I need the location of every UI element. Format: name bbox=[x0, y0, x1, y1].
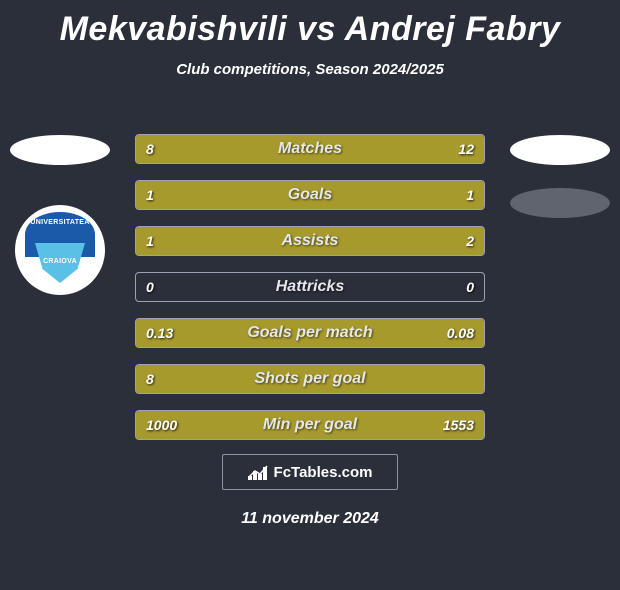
stat-row: 0.130.08Goals per match bbox=[135, 318, 485, 348]
subtitle: Club competitions, Season 2024/2025 bbox=[0, 61, 620, 78]
stat-row: 00Hattricks bbox=[135, 272, 485, 302]
stat-row: 812Matches bbox=[135, 134, 485, 164]
chart-icon-line bbox=[248, 464, 268, 480]
stat-label: Shots per goal bbox=[136, 365, 484, 393]
footer-brand: FcTables.com bbox=[274, 464, 373, 481]
stat-rows: 812Matches 11Goals 12Assists 00Hattricks 0.1… bbox=[135, 134, 485, 456]
player-right-ellipse-2 bbox=[510, 188, 610, 218]
stat-row: 10001553Min per goal bbox=[135, 410, 485, 440]
stat-label: Min per goal bbox=[136, 411, 484, 439]
stat-row: 11Goals bbox=[135, 180, 485, 210]
badge-text-top: UNIVERSITATEA bbox=[15, 219, 105, 226]
stat-row: 12Assists bbox=[135, 226, 485, 256]
stat-label: Assists bbox=[136, 227, 484, 255]
stat-label: Goals per match bbox=[136, 319, 484, 347]
stat-label: Hattricks bbox=[136, 273, 484, 301]
stat-label: Matches bbox=[136, 135, 484, 163]
page-title: Mekvabishvili vs Andrej Fabry bbox=[0, 10, 620, 49]
content-area: UNIVERSITATEA CRAIOVA 812Matches 11Goals 1… bbox=[0, 120, 620, 460]
stat-label: Goals bbox=[136, 181, 484, 209]
player-left-ellipse bbox=[10, 135, 110, 165]
player-right-ellipse-1 bbox=[510, 135, 610, 165]
badge-text-bottom: CRAIOVA bbox=[15, 258, 105, 265]
footer-date: 11 november 2024 bbox=[0, 510, 620, 528]
chart-icon bbox=[248, 464, 268, 480]
footer-logo: FcTables.com bbox=[222, 454, 398, 490]
stat-row: 8Shots per goal bbox=[135, 364, 485, 394]
